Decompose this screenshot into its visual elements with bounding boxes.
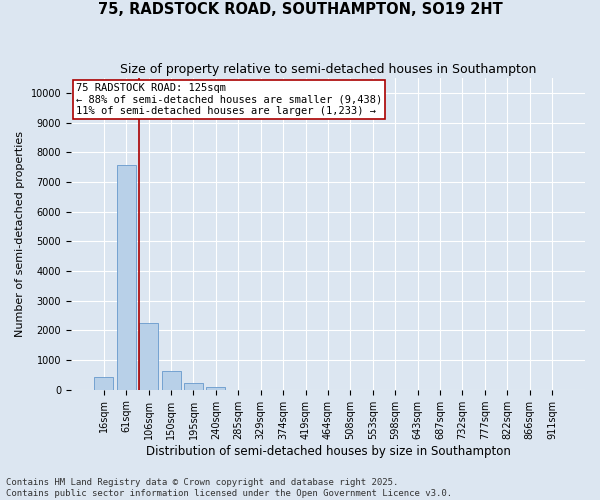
Bar — [184, 382, 203, 390]
Bar — [139, 323, 158, 390]
Title: Size of property relative to semi-detached houses in Southampton: Size of property relative to semi-detach… — [120, 62, 536, 76]
Text: Contains HM Land Registry data © Crown copyright and database right 2025.
Contai: Contains HM Land Registry data © Crown c… — [6, 478, 452, 498]
X-axis label: Distribution of semi-detached houses by size in Southampton: Distribution of semi-detached houses by … — [146, 444, 511, 458]
Y-axis label: Number of semi-detached properties: Number of semi-detached properties — [15, 131, 25, 337]
Bar — [94, 377, 113, 390]
Bar — [161, 371, 181, 390]
Text: 75 RADSTOCK ROAD: 125sqm
← 88% of semi-detached houses are smaller (9,438)
11% o: 75 RADSTOCK ROAD: 125sqm ← 88% of semi-d… — [76, 82, 382, 116]
Text: 75, RADSTOCK ROAD, SOUTHAMPTON, SO19 2HT: 75, RADSTOCK ROAD, SOUTHAMPTON, SO19 2HT — [98, 2, 502, 18]
Bar — [206, 388, 226, 390]
Bar — [116, 164, 136, 390]
